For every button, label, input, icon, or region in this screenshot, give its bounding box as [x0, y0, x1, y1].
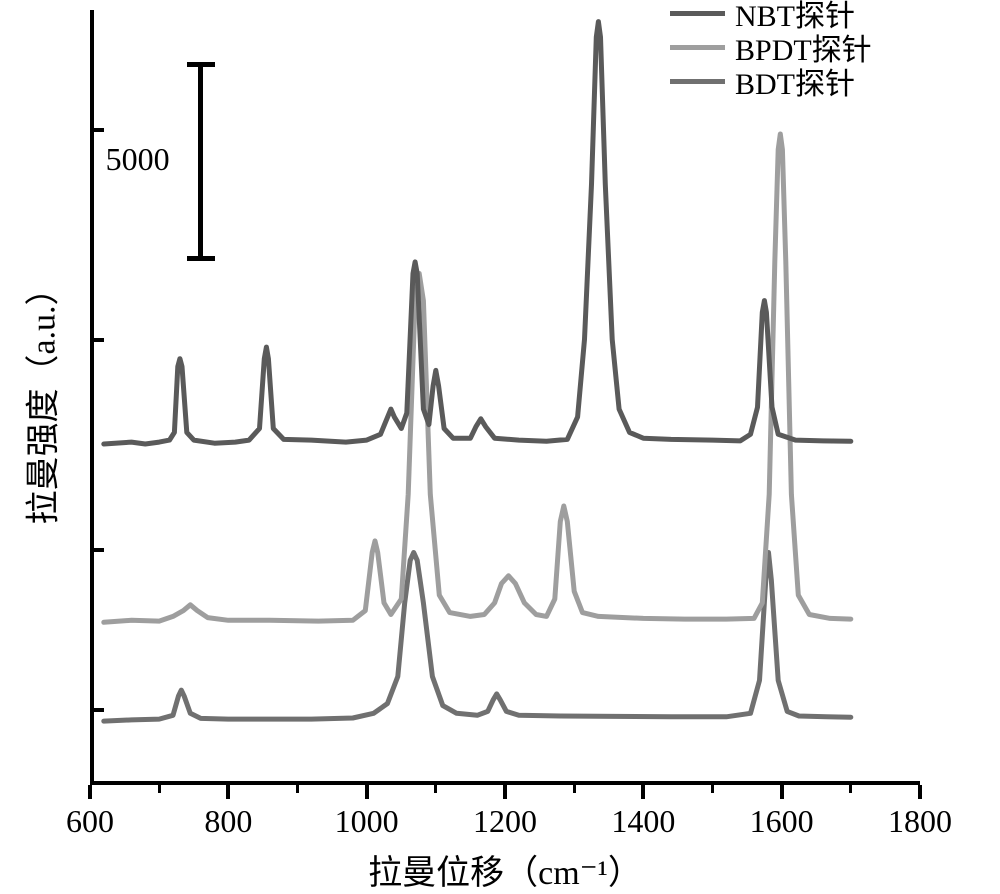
chart-container: 60080010001200140016001800拉曼位移（cm⁻¹）拉曼强度… [0, 0, 1000, 894]
series-nbt [104, 22, 851, 444]
series-bdt [104, 553, 851, 722]
series-layer [0, 0, 1000, 894]
series-bpdt [104, 134, 851, 622]
